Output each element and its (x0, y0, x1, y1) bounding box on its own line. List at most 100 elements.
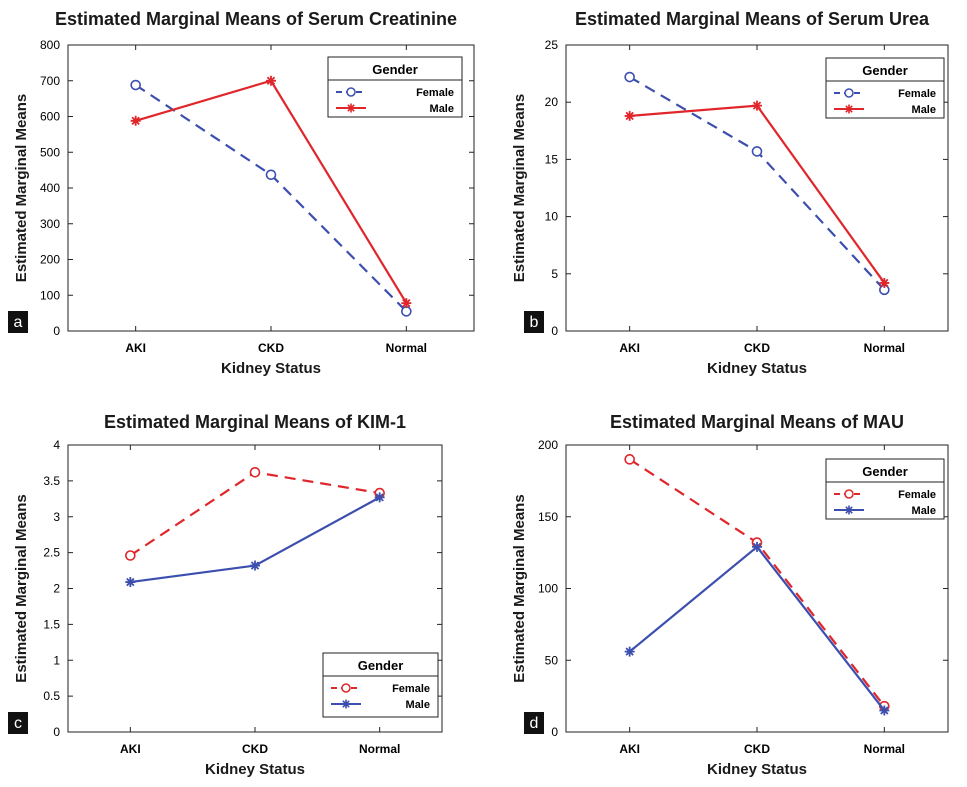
legend-label: Male (430, 103, 454, 115)
data-point (879, 277, 890, 288)
data-point (130, 79, 141, 91)
legend-label: Male (912, 104, 936, 116)
x-tick-label: CKD (744, 341, 770, 355)
y-axis-title: Estimated Marginal Means (511, 94, 528, 282)
data-point (879, 705, 890, 716)
x-tick-label: Normal (864, 341, 905, 355)
series-female (130, 79, 412, 317)
y-tick-label: 150 (538, 510, 558, 524)
legend-marker (346, 87, 356, 97)
data-point (374, 492, 385, 503)
series-male (125, 492, 385, 588)
legend: Gender Female Male (825, 458, 945, 520)
y-tick-label: 2.5 (43, 546, 60, 560)
chart-panel-a: 0 100 200 300 400 500 600 700 800 AKI CKD Normal Kid… (8, 9, 475, 377)
x-tick-label: AKI (619, 742, 640, 756)
series-male (130, 75, 412, 309)
panel-letter-bg (524, 311, 544, 333)
y-tick-label: 200 (538, 438, 558, 452)
panel-letter: b (524, 311, 544, 333)
y-tick-label: 0.5 (43, 689, 60, 703)
series-female (125, 466, 385, 561)
y-tick-label: 10 (545, 210, 559, 224)
x-tick-label: AKI (125, 341, 146, 355)
x-tick-label: Normal (386, 341, 427, 355)
y-tick-label: 2 (53, 582, 60, 596)
series-line (628, 545, 886, 712)
x-tick-label: Normal (864, 742, 905, 756)
legend-marker (844, 505, 854, 515)
y-tick-label: 3 (53, 510, 60, 524)
chart-title: Estimated Marginal Means of Serum Urea (575, 9, 930, 29)
legend-marker (844, 489, 854, 499)
data-point (125, 550, 136, 561)
series-female (624, 71, 890, 296)
x-tick-label: AKI (120, 742, 141, 756)
y-tick-label: 15 (545, 152, 559, 166)
legend-label: Male (406, 699, 430, 711)
legend-marker (346, 103, 356, 113)
x-tick-label: CKD (258, 341, 284, 355)
y-tick-label: 400 (40, 181, 60, 195)
data-point (624, 71, 635, 83)
chart-panel-d: 0 50 100 150 200 AKI CKD Normal Kidney Status Est… (511, 412, 949, 778)
y-tick-label: 3.5 (43, 474, 60, 488)
legend-title: Gender (358, 658, 404, 673)
chart-title: Estimated Marginal Means of MAU (610, 412, 904, 432)
panel-letter-text: b (530, 314, 539, 331)
legend-label: Female (416, 87, 454, 99)
x-axis-title: Kidney Status (221, 360, 321, 377)
legend-marker (341, 683, 351, 693)
panel-letter-text: a (14, 314, 23, 331)
legend-box (322, 652, 439, 718)
x-axis-title: Kidney Status (707, 360, 807, 377)
data-point (401, 298, 412, 309)
y-tick-label: 0 (551, 324, 558, 338)
y-tick-label: 0 (53, 324, 60, 338)
series-line (135, 84, 408, 313)
y-tick-label: 20 (545, 95, 559, 109)
data-point (624, 646, 635, 657)
legend-label: Female (392, 683, 430, 695)
y-axis-title: Estimated Marginal Means (13, 494, 30, 682)
panel-letter-text: c (14, 715, 22, 732)
x-tick-label: CKD (744, 742, 770, 756)
chart-panel-b: 0 5 10 15 20 25 AKI CKD Normal Kidney Status Estim… (511, 9, 949, 377)
y-axis-title: Estimated Marginal Means (511, 494, 528, 682)
x-axis-title: Kidney Status (707, 761, 807, 778)
y-tick-label: 25 (545, 38, 559, 52)
legend: Gender Female Male (322, 652, 439, 718)
legend-label: Female (898, 489, 936, 501)
y-tick-label: 700 (40, 74, 60, 88)
x-tick-label: AKI (619, 341, 640, 355)
x-axis-title: Kidney Status (205, 761, 305, 778)
panel-letter: c (8, 712, 28, 734)
chart-title: Estimated Marginal Means of Serum Creati… (55, 9, 457, 29)
panel-letter-bg (8, 712, 28, 734)
y-tick-label: 0 (551, 725, 558, 739)
data-point (250, 560, 260, 571)
y-tick-label: 800 (40, 38, 60, 52)
panel-letter-bg (8, 311, 28, 333)
data-point (266, 75, 276, 86)
series-line (129, 471, 380, 557)
y-tick-label: 1 (53, 653, 60, 667)
data-point (624, 454, 635, 465)
y-tick-label: 50 (545, 653, 559, 667)
y-tick-label: 100 (40, 288, 60, 302)
data-point (265, 169, 277, 181)
x-tick-label: Normal (359, 742, 400, 756)
legend-marker (844, 88, 854, 98)
series-line (629, 104, 886, 284)
legend-title: Gender (862, 464, 908, 479)
panel-letter-bg (524, 712, 544, 734)
series-male (624, 100, 890, 288)
y-tick-label: 0 (53, 725, 60, 739)
legend: Gender Female Male (825, 57, 945, 119)
legend: Gender Female Male (327, 56, 463, 118)
chart-title: Estimated Marginal Means of KIM-1 (104, 412, 406, 432)
y-tick-label: 100 (538, 582, 558, 596)
legend-marker (341, 699, 351, 709)
data-point (752, 541, 762, 552)
